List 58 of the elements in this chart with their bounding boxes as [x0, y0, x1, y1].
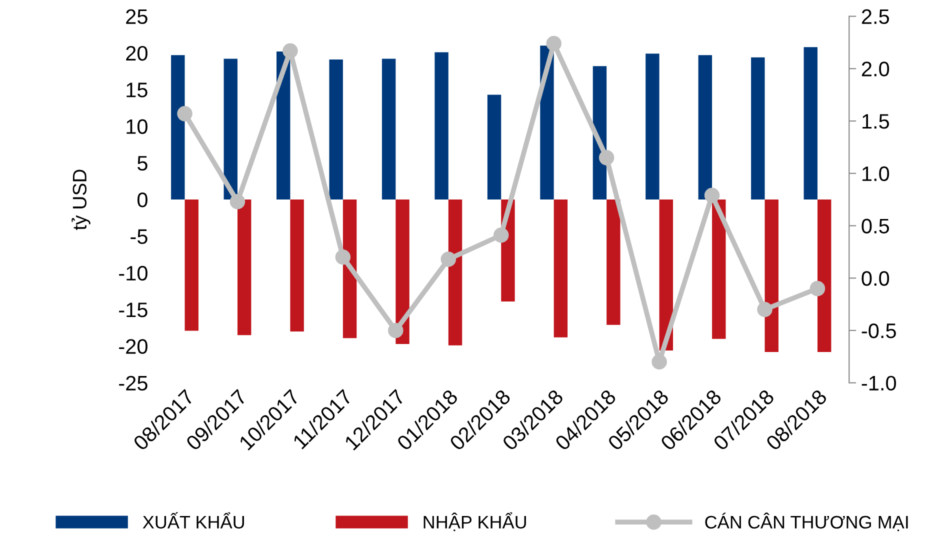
- y-tick-label: 20: [126, 46, 148, 61]
- y-tick-label: -15: [119, 302, 148, 318]
- bar: [804, 47, 818, 200]
- point: [440, 252, 456, 267]
- bar: [698, 55, 712, 200]
- y-tick-label: -10: [119, 266, 148, 281]
- y2-tick-label: 1.0: [862, 166, 890, 182]
- y-tick-label: 25: [126, 9, 148, 24]
- point: [704, 188, 720, 204]
- y-tick-label: 5: [138, 156, 148, 171]
- y2-tick-label: 1.5: [862, 114, 890, 129]
- bar: [382, 58, 396, 200]
- legend-label: NHẬP KHẨU: [424, 512, 526, 532]
- y-tick-label: -5: [130, 229, 148, 244]
- y-tick-label: 15: [126, 82, 148, 98]
- legend-label: XUẤT KHẨU: [142, 512, 244, 529]
- y2-tick-label: 2.0: [862, 62, 890, 76]
- bar: [329, 60, 343, 200]
- bar: [554, 200, 568, 338]
- bar: [712, 200, 726, 339]
- bar: [751, 57, 765, 200]
- y2-tick-label: 2.5: [862, 9, 890, 24]
- bar: [434, 52, 448, 200]
- y2-tick-label: -1.0: [862, 376, 896, 391]
- point: [598, 150, 614, 166]
- point: [493, 228, 509, 243]
- bar: [290, 200, 304, 332]
- bar: [171, 55, 185, 200]
- point: [177, 106, 192, 122]
- point: [810, 280, 826, 296]
- y2-tick-label: -0.5: [862, 323, 896, 338]
- point: [388, 322, 404, 338]
- y-tick-label: -25: [119, 376, 148, 391]
- point: [546, 36, 562, 52]
- point: [230, 194, 246, 210]
- legend-label: CÁN CÂN THƯƠNG MẠI: [705, 512, 908, 532]
- bar: [448, 200, 462, 346]
- bar: [659, 200, 674, 351]
- point: [282, 43, 298, 58]
- point: [335, 250, 351, 265]
- bar: [817, 200, 832, 352]
- y2-tick-label: 0.5: [862, 218, 890, 234]
- point: [757, 302, 772, 318]
- bar: [764, 200, 778, 352]
- bar: [342, 200, 357, 338]
- bar: [184, 200, 198, 331]
- bar: [237, 200, 252, 336]
- bar: [396, 200, 410, 344]
- y-tick-label: 0: [137, 192, 148, 208]
- bar: [487, 94, 502, 200]
- y-tick-label: -20: [119, 339, 148, 354]
- bar: [606, 200, 620, 325]
- y2-tick-label: 0.0: [862, 271, 890, 286]
- point: [652, 354, 667, 370]
- y-tick-label: 10: [126, 119, 148, 134]
- bar: [224, 58, 238, 200]
- y-axis-title: tỷ USD: [72, 170, 90, 230]
- bar: [646, 54, 660, 200]
